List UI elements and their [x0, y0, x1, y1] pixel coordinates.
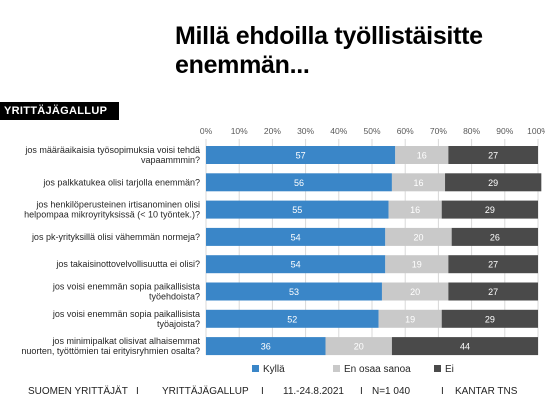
bar-ei: [391, 337, 538, 356]
bar-en-osaa-sanoa: [391, 173, 446, 192]
chart-title: Millä ehdoilla työllistäisitte enemmän..…: [175, 22, 483, 79]
data-label: 16: [410, 205, 420, 215]
bar-kyll-: [206, 146, 396, 164]
footer-separator: I: [261, 386, 264, 397]
data-label: 29: [488, 178, 498, 188]
category-label: jos palkkatukea olisi tarjolla enemmän?: [42, 177, 200, 187]
category-label-line: nuorten, työttömien tai erityisryhmien o…: [21, 346, 200, 356]
category-label-line: helpompaa mikroyrityksissä (< 10 työntek…: [24, 210, 200, 220]
legend-label: En osaa sanoa: [344, 364, 411, 375]
category-label: jos voisi enemmän sopia paikallisista työ…: [52, 282, 200, 302]
bar-kyll-: [206, 337, 326, 356]
bar-kyll-: [206, 255, 386, 274]
bar-ei: [441, 309, 538, 328]
bar-en-osaa-sanoa: [388, 200, 442, 219]
category-label-line: jos henkilöperusteinen irtisanominen oli…: [35, 200, 200, 210]
footer-separator: I: [360, 386, 363, 397]
data-label: 19: [405, 314, 415, 324]
x-tick-label: 10%: [231, 126, 248, 136]
legend-swatch: [434, 365, 441, 372]
data-label: 44: [460, 342, 470, 352]
category-label-line: jos pk-yrityksillä olisi vähemmän normej…: [31, 232, 200, 242]
bar-en-osaa-sanoa: [385, 255, 449, 274]
data-label: 54: [291, 260, 301, 270]
footer-sample-size: N=1 040: [372, 386, 411, 397]
data-label: 53: [289, 287, 299, 297]
bar-ei: [448, 282, 538, 301]
data-label: 20: [354, 342, 364, 352]
bar-kyll-: [206, 227, 386, 246]
legend-label: Ei: [445, 364, 454, 375]
category-label: jos määräaikaisia työsopimuksia voisi te…: [24, 145, 200, 165]
bar-kyll-: [206, 200, 389, 219]
category-label-line: jos määräaikaisia työsopimuksia voisi te…: [24, 145, 200, 155]
data-label: 29: [485, 205, 495, 215]
category-label: jos voisi enemmän sopia paikallisista työ…: [52, 309, 200, 329]
footer-separator: I: [136, 386, 139, 397]
data-label: 16: [417, 151, 427, 161]
bar-en-osaa-sanoa: [395, 146, 449, 164]
footer-dates: 11.-24.8.2021: [283, 386, 344, 397]
data-label: 52: [287, 314, 297, 324]
category-label: jos takaisinottovelvollisuutta ei olisi?: [55, 259, 200, 269]
bar-ei: [448, 146, 538, 164]
category-label-line: jos palkkatukea olisi tarjolla enemmän?: [42, 177, 200, 187]
data-label: 36: [261, 342, 271, 352]
category-label-line: työehdoista?: [149, 292, 200, 302]
x-tick-label: 30%: [297, 126, 314, 136]
category-label-line: työajoista?: [157, 319, 200, 329]
bar-ei: [448, 255, 538, 274]
footer-separator: I: [441, 386, 444, 397]
data-label: 27: [488, 151, 498, 161]
legend-label: Kyllä: [263, 364, 285, 375]
stacked-bar-chart: 0% 10% 20% 30% 40% 50% 60% 70% 80% 90% 100% jos mää…: [21, 126, 545, 375]
data-label: 29: [485, 314, 495, 324]
bar-ei: [445, 173, 542, 192]
x-tick-label: 60%: [397, 126, 414, 136]
x-tick-label: 80%: [463, 126, 480, 136]
category-label: jos pk-yrityksillä olisi vähemmän normej…: [31, 232, 200, 242]
bar-kyll-: [206, 173, 392, 192]
category-label-line: jos voisi enemmän sopia paikallisista: [52, 309, 200, 319]
category-label: jos henkilöperusteinen irtisanominen oli…: [24, 200, 200, 220]
footer-org: SUOMEN YRITTÄJÄT: [28, 386, 128, 397]
data-label: 27: [488, 287, 498, 297]
footer: SUOMEN YRITTÄJÄT I YRITTÄJÄGALLUP I 11.-…: [0, 386, 545, 400]
x-tick-label: 100%: [527, 126, 545, 136]
data-label: 57: [296, 151, 306, 161]
x-tick-label: 20%: [264, 126, 281, 136]
data-label: 20: [410, 287, 420, 297]
bar-kyll-: [206, 309, 379, 328]
x-tick-label: 0%: [200, 126, 213, 136]
data-label: 55: [292, 205, 302, 215]
survey-badge: YRITTÄJÄGALLUP: [0, 102, 120, 120]
x-tick-label: 50%: [363, 126, 380, 136]
bar-en-osaa-sanoa: [325, 337, 392, 356]
footer-source: KANTAR TNS: [455, 386, 518, 397]
category-label-line: jos takaisinottovelvollisuutta ei olisi?: [55, 259, 200, 269]
data-label: 56: [294, 178, 304, 188]
category-label: jos minimipalkat olisivat alhaisemmat nuo…: [21, 336, 200, 356]
data-label: 20: [413, 232, 423, 242]
category-label-line: jos minimipalkat olisivat alhaisemmat: [51, 336, 200, 346]
legend-swatch: [333, 365, 340, 372]
data-label: 19: [412, 260, 422, 270]
x-tick-label: 40%: [330, 126, 347, 136]
x-tick-label: 70%: [430, 126, 447, 136]
legend-swatch: [252, 365, 259, 372]
bar-ei: [441, 200, 538, 219]
data-label: 26: [490, 232, 500, 242]
data-label: 54: [291, 232, 301, 242]
bar-ei: [451, 227, 538, 246]
bar-en-osaa-sanoa: [385, 227, 452, 246]
footer-survey: YRITTÄJÄGALLUP: [162, 386, 249, 397]
bar-kyll-: [206, 282, 382, 301]
category-label-line: jos voisi enemmän sopia paikallisista: [52, 282, 200, 292]
data-label: 27: [488, 260, 498, 270]
data-label: 16: [413, 178, 423, 188]
bar-en-osaa-sanoa: [378, 309, 442, 328]
x-tick-label: 90%: [496, 126, 513, 136]
bar-en-osaa-sanoa: [381, 282, 449, 301]
category-label-line: vapaammmin?: [141, 155, 200, 165]
